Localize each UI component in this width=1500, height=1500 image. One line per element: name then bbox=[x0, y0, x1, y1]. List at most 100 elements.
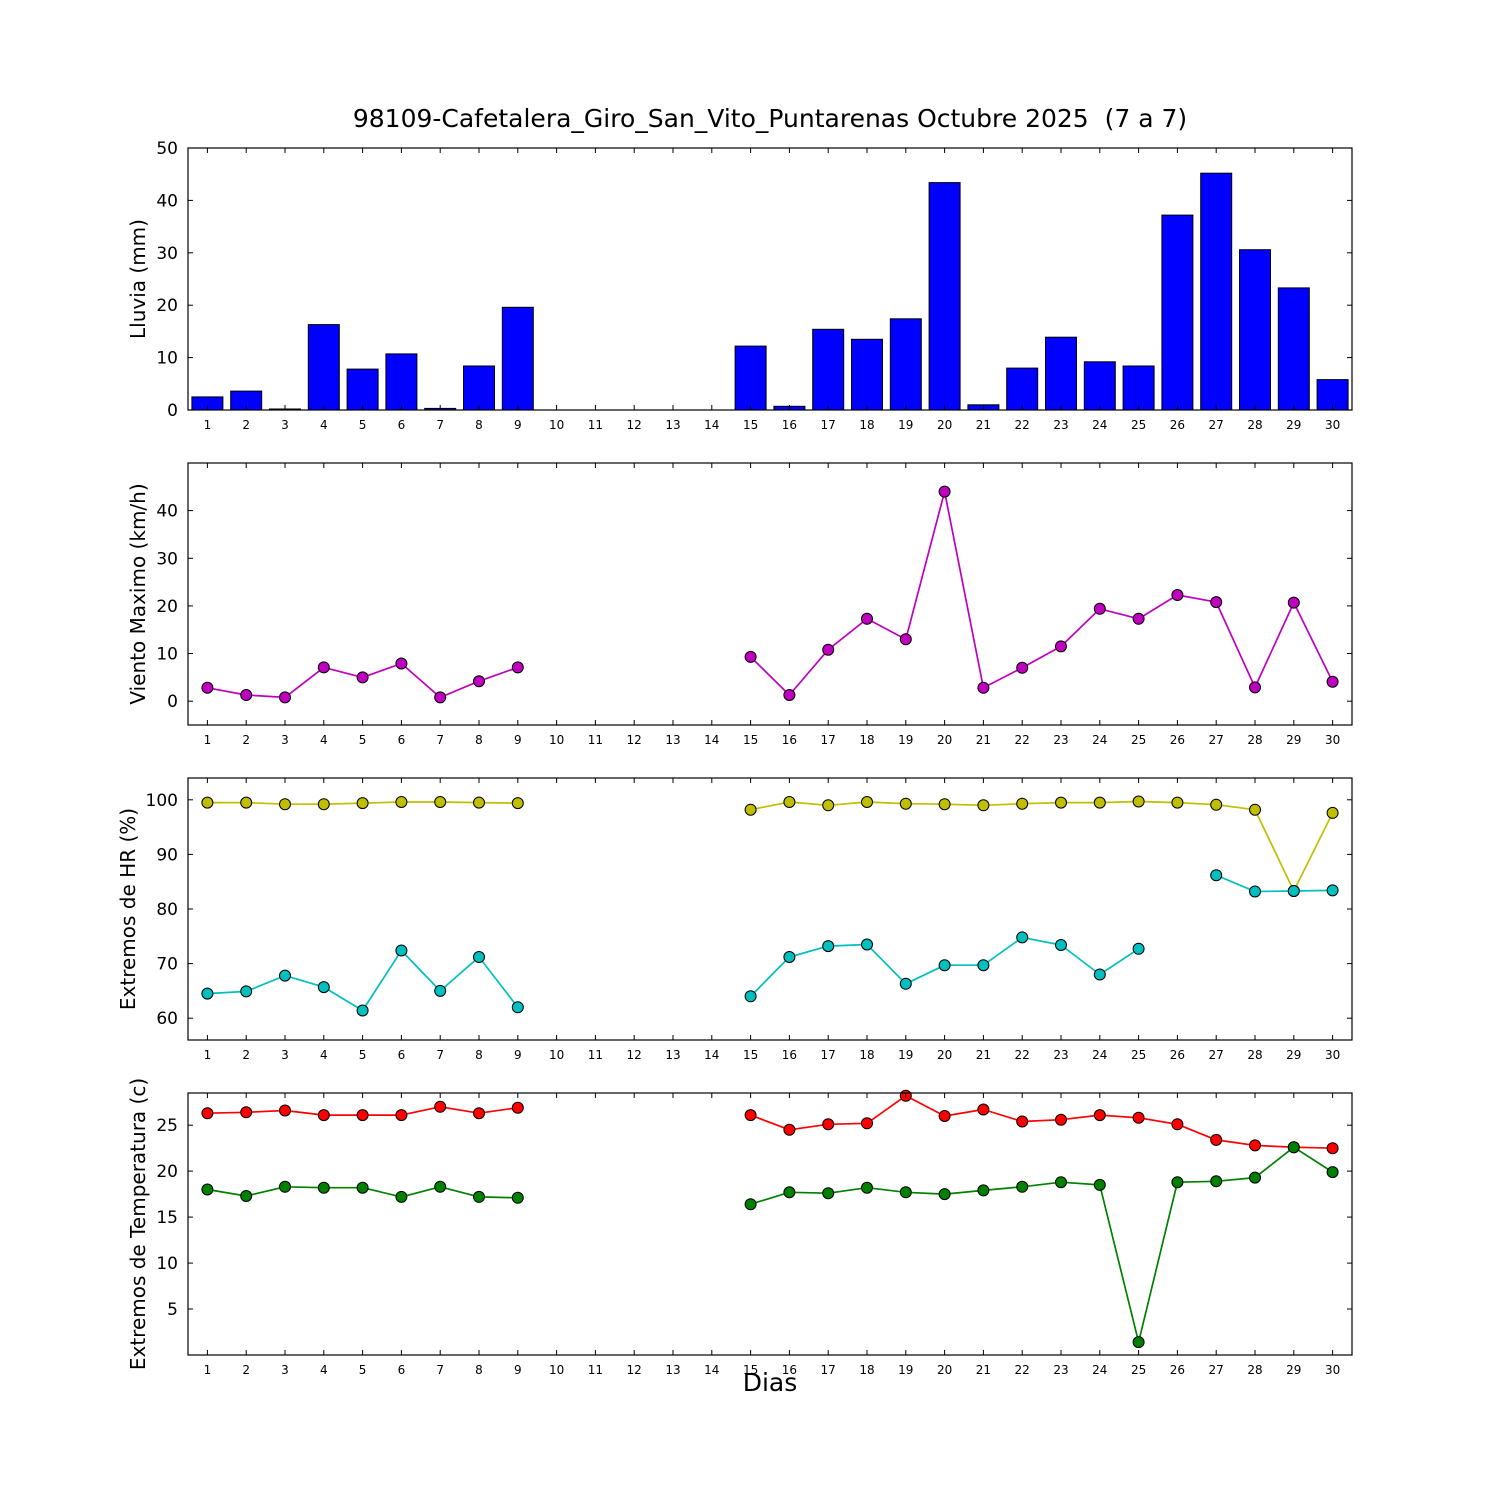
xtick-label: 3 bbox=[281, 1363, 289, 1377]
ytick-label: 0 bbox=[167, 692, 178, 712]
marker-viento-maximo-day-26 bbox=[1171, 589, 1184, 601]
marker-hr-min-day-5 bbox=[356, 1004, 369, 1017]
marker-hr-min-day-30 bbox=[1326, 884, 1339, 897]
marker-temp-min-day-23 bbox=[1055, 1176, 1067, 1189]
ytick-label: 100 bbox=[146, 791, 178, 811]
marker-hr-max-day-25 bbox=[1132, 795, 1145, 808]
xtick-label: 21 bbox=[976, 1363, 991, 1377]
marker-temp-min-day-21 bbox=[977, 1184, 990, 1197]
marker-temp-min-day-8 bbox=[473, 1190, 485, 1203]
marker-hr-min-day-27 bbox=[1210, 869, 1223, 882]
xtick-label: 18 bbox=[859, 733, 874, 747]
marker-temp-min-day-4 bbox=[317, 1181, 330, 1194]
xtick-label: 25 bbox=[1131, 733, 1146, 747]
xtick-label: 15 bbox=[743, 1363, 758, 1377]
marker-temp-max-day-8 bbox=[473, 1107, 485, 1120]
bar-day-29 bbox=[1277, 287, 1310, 411]
xtick-label: 28 bbox=[1247, 733, 1262, 747]
xtick-label: 17 bbox=[821, 418, 836, 432]
marker-hr-max-day-2 bbox=[240, 796, 253, 809]
xtick-label: 26 bbox=[1170, 1048, 1185, 1062]
xtick-label: 21 bbox=[976, 418, 991, 432]
marker-temp-max-day-23 bbox=[1055, 1113, 1067, 1126]
line-temp-max bbox=[749, 1094, 1334, 1150]
ytick-label: 90 bbox=[156, 845, 178, 865]
marker-hr-max-day-3 bbox=[279, 798, 291, 811]
marker-temp-min-day-5 bbox=[356, 1181, 369, 1194]
marker-temp-max-day-20 bbox=[938, 1110, 951, 1122]
xtick-label: 7 bbox=[436, 418, 444, 432]
marker-temp-max-day-27 bbox=[1210, 1133, 1223, 1146]
xtick-label: 5 bbox=[359, 733, 367, 747]
ytick-label: 0 bbox=[167, 401, 178, 421]
xtick-label: 24 bbox=[1092, 418, 1107, 432]
ytick-label: 15 bbox=[156, 1208, 178, 1228]
bar-day-6 bbox=[385, 353, 418, 411]
ytick-label: 20 bbox=[156, 1162, 178, 1182]
xtick-label: 19 bbox=[898, 1363, 913, 1377]
xtick-label: 2 bbox=[242, 418, 250, 432]
marker-temp-max-day-7 bbox=[434, 1100, 447, 1113]
xtick-label: 16 bbox=[782, 1048, 797, 1062]
marker-temp-max-day-30 bbox=[1326, 1142, 1339, 1155]
marker-hr-min-day-29 bbox=[1287, 885, 1300, 897]
xtick-label: 8 bbox=[475, 733, 483, 747]
marker-temp-max-day-6 bbox=[395, 1109, 408, 1122]
xtick-label: 8 bbox=[475, 1363, 483, 1377]
marker-hr-min-day-24 bbox=[1093, 968, 1106, 981]
line-hr-max bbox=[749, 800, 1334, 892]
xtick-label: 23 bbox=[1053, 733, 1068, 747]
marker-temp-max-day-24 bbox=[1093, 1109, 1106, 1122]
ytick-label: 80 bbox=[156, 900, 178, 920]
xtick-label: 9 bbox=[514, 733, 522, 747]
xtick-label: 18 bbox=[859, 1048, 874, 1062]
xtick-label: 16 bbox=[782, 733, 797, 747]
marker-hr-min-day-7 bbox=[434, 984, 447, 997]
marker-viento-maximo-day-18 bbox=[861, 612, 873, 625]
marker-viento-maximo-day-4 bbox=[317, 661, 330, 674]
xtick-label: 23 bbox=[1053, 1363, 1068, 1377]
xtick-label: 30 bbox=[1325, 733, 1340, 747]
xtick-label: 22 bbox=[1015, 1363, 1030, 1377]
marker-temp-max-day-18 bbox=[861, 1117, 873, 1130]
xtick-label: 27 bbox=[1209, 733, 1224, 747]
xtick-label: 2 bbox=[242, 1363, 250, 1377]
xtick-label: 11 bbox=[588, 418, 603, 432]
bar-day-24 bbox=[1083, 361, 1116, 411]
bar-day-26 bbox=[1161, 214, 1194, 411]
axes-border-3 bbox=[187, 1092, 1353, 1356]
marker-hr-min-day-28 bbox=[1249, 885, 1261, 898]
bar-day-15 bbox=[734, 345, 767, 411]
marker-temp-max-day-2 bbox=[240, 1106, 253, 1119]
xtick-label: 27 bbox=[1209, 1048, 1224, 1062]
bar-day-18 bbox=[851, 338, 883, 411]
xtick-label: 1 bbox=[204, 1363, 212, 1377]
xtick-label: 24 bbox=[1092, 1363, 1107, 1377]
ytick-label: 60 bbox=[156, 1009, 178, 1029]
axes-border-1 bbox=[187, 462, 1353, 726]
xtick-label: 9 bbox=[514, 418, 522, 432]
marker-hr-min-day-23 bbox=[1055, 939, 1067, 951]
marker-hr-min-day-8 bbox=[473, 951, 485, 963]
ytick-label: 5 bbox=[167, 1300, 178, 1320]
marker-temp-max-day-21 bbox=[977, 1103, 990, 1116]
marker-hr-max-day-16 bbox=[783, 796, 796, 808]
marker-temp-max-day-9 bbox=[511, 1101, 524, 1114]
ytick-label: 30 bbox=[156, 244, 178, 264]
xtick-label: 17 bbox=[821, 1048, 836, 1062]
marker-temp-max-day-26 bbox=[1171, 1118, 1184, 1131]
xtick-label: 21 bbox=[976, 733, 991, 747]
xtick-label: 2 bbox=[242, 733, 250, 747]
marker-hr-max-day-8 bbox=[473, 796, 485, 809]
marker-hr-max-day-9 bbox=[511, 797, 524, 810]
marker-hr-min-day-9 bbox=[511, 1001, 524, 1014]
marker-hr-min-day-3 bbox=[279, 969, 291, 982]
marker-viento-maximo-day-1 bbox=[201, 681, 214, 694]
xtick-label: 20 bbox=[937, 1363, 952, 1377]
xtick-label: 26 bbox=[1170, 1363, 1185, 1377]
xtick-label: 20 bbox=[937, 418, 952, 432]
marker-temp-min-day-16 bbox=[783, 1186, 796, 1199]
ytick-label: 20 bbox=[156, 597, 178, 617]
marker-viento-maximo-day-3 bbox=[279, 691, 291, 704]
marker-viento-maximo-day-5 bbox=[356, 671, 369, 684]
